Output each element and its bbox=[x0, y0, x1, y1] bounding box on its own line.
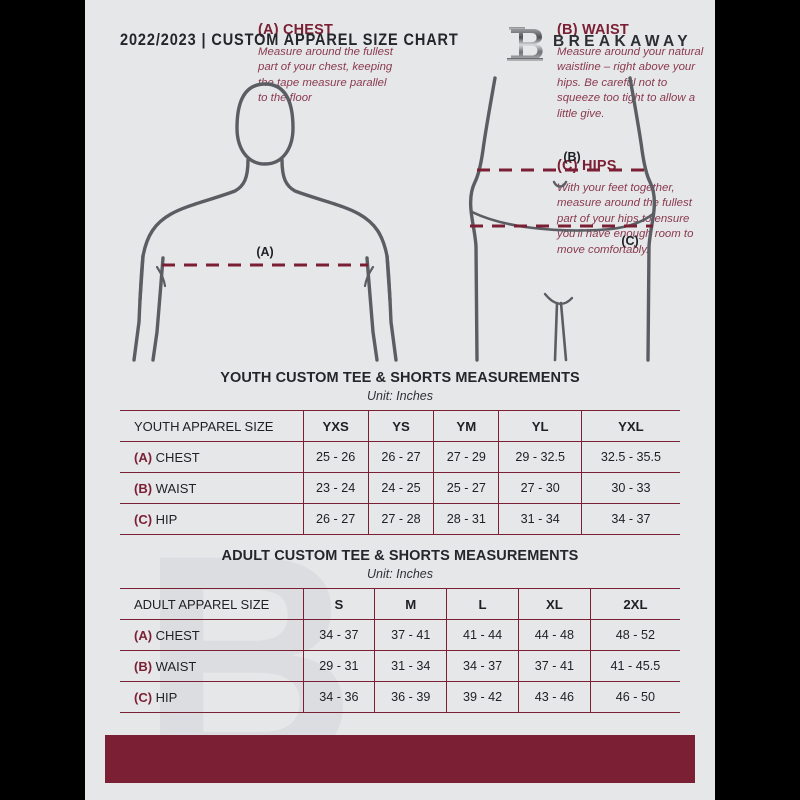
youth-section-unit: Unit: Inches bbox=[366, 389, 433, 403]
brand-name: BREAKAWAY bbox=[553, 33, 692, 50]
waist-marker-label: (B) bbox=[563, 150, 580, 164]
youth-chest-ym: 27 - 29 bbox=[433, 441, 500, 473]
callout-chest-body: Measure around the fullest part of your … bbox=[258, 46, 393, 105]
adult-waist-s: 29 - 31 bbox=[303, 650, 376, 682]
youth-chest-yxl: 32.5 - 35.5 bbox=[581, 441, 680, 473]
adult-size-col-0: S bbox=[303, 588, 376, 620]
adult-size-col-4: 2XL bbox=[590, 588, 680, 620]
chest-marker-label: (A) bbox=[256, 245, 273, 259]
youth-waist-ys: 24 - 25 bbox=[368, 472, 435, 504]
adult-section-unit: Unit: Inches bbox=[366, 567, 433, 581]
adult-size-col-2: L bbox=[446, 588, 519, 620]
adult-chest-s: 34 - 37 bbox=[303, 619, 376, 651]
table-row: (C) HIP 26 - 27 27 - 28 28 - 31 31 - 34 … bbox=[120, 503, 680, 535]
row-name: WAIST bbox=[155, 658, 197, 674]
adult-row-label-hip: (C) HIP bbox=[120, 681, 304, 713]
table-row: (B) WAIST 29 - 31 31 - 34 34 - 37 37 - 4… bbox=[120, 650, 680, 682]
adult-hip-xl: 43 - 46 bbox=[518, 681, 591, 713]
row-name: HIP bbox=[155, 511, 178, 527]
adult-chest-l: 41 - 44 bbox=[446, 619, 519, 651]
youth-hip-yxl: 34 - 37 bbox=[581, 503, 680, 535]
adult-chest-xl: 44 - 48 bbox=[518, 619, 591, 651]
adult-row-label-waist: (B) WAIST bbox=[120, 650, 304, 682]
row-tag: (A) bbox=[134, 627, 153, 643]
youth-chest-yl: 29 - 32.5 bbox=[498, 441, 582, 473]
page-title: 2022/2023 | CUSTOM APPAREL SIZE CHART bbox=[120, 31, 459, 49]
breakaway-b-logo-icon bbox=[507, 27, 543, 61]
youth-waist-ym: 25 - 27 bbox=[433, 472, 500, 504]
table-row: (A) CHEST 34 - 37 37 - 41 41 - 44 44 - 4… bbox=[120, 619, 680, 651]
adult-hip-2xl: 46 - 50 bbox=[590, 681, 680, 713]
adult-size-table: ADULT APPAREL SIZE S M L XL 2XL (A) CHES… bbox=[120, 588, 680, 713]
youth-row-label-hip: (C) HIP bbox=[120, 503, 304, 535]
youth-row-label-waist: (B) WAIST bbox=[120, 472, 304, 504]
youth-size-col-3: YL bbox=[498, 410, 582, 442]
youth-chest-ys: 26 - 27 bbox=[368, 441, 435, 473]
table-row: (C) HIP 34 - 36 36 - 39 39 - 42 43 - 46 … bbox=[120, 681, 680, 713]
hips-marker-label: (C) bbox=[621, 234, 638, 248]
adult-size-col-1: M bbox=[374, 588, 448, 620]
adult-hip-m: 36 - 39 bbox=[374, 681, 448, 713]
row-tag: (B) bbox=[134, 480, 153, 496]
youth-row-label-chest: (A) CHEST bbox=[120, 441, 304, 473]
youth-hip-yl: 31 - 34 bbox=[498, 503, 582, 535]
youth-hip-ym: 28 - 31 bbox=[433, 503, 500, 535]
callout-chest: (A) CHEST Measure around the fullest par… bbox=[258, 22, 398, 107]
youth-size-col-2: YM bbox=[433, 410, 500, 442]
youth-size-table: YOUTH APPAREL SIZE YXS YS YM YL YXL (A) … bbox=[120, 410, 680, 535]
youth-waist-yl: 27 - 30 bbox=[498, 472, 582, 504]
body-measurement-illustration: (A) (B) (C) bbox=[132, 76, 657, 362]
adult-waist-xl: 37 - 41 bbox=[518, 650, 591, 682]
youth-size-col-0: YXS bbox=[303, 410, 369, 442]
youth-chest-yxs: 25 - 26 bbox=[303, 441, 369, 473]
size-chart-page: B 2022/2023 | CUSTOM APPAREL SIZE CHART … bbox=[85, 0, 715, 800]
callout-chest-heading: (A) CHEST bbox=[258, 22, 334, 38]
adult-waist-m: 31 - 34 bbox=[374, 650, 448, 682]
page-header: 2022/2023 | CUSTOM APPAREL SIZE CHART BR… bbox=[85, 0, 715, 66]
row-name: CHEST bbox=[155, 449, 200, 465]
youth-waist-yxs: 23 - 24 bbox=[303, 472, 369, 504]
table-row: (A) CHEST 25 - 26 26 - 27 27 - 29 29 - 3… bbox=[120, 441, 680, 473]
youth-hip-ys: 27 - 28 bbox=[368, 503, 435, 535]
adult-chest-2xl: 48 - 52 bbox=[590, 619, 680, 651]
row-tag: (B) bbox=[134, 658, 153, 674]
row-name: CHEST bbox=[155, 627, 200, 643]
table-header-row: ADULT APPAREL SIZE S M L XL 2XL bbox=[120, 588, 680, 620]
adult-chest-m: 37 - 41 bbox=[374, 619, 448, 651]
adult-size-header: ADULT APPAREL SIZE bbox=[120, 588, 304, 620]
table-row: (B) WAIST 23 - 24 24 - 25 25 - 27 27 - 3… bbox=[120, 472, 680, 504]
youth-size-col-1: YS bbox=[368, 410, 435, 442]
adult-waist-l: 34 - 37 bbox=[446, 650, 519, 682]
youth-waist-yxl: 30 - 33 bbox=[581, 472, 680, 504]
table-header-row: YOUTH APPAREL SIZE YXS YS YM YL YXL bbox=[120, 410, 680, 442]
youth-size-col-4: YXL bbox=[581, 410, 680, 442]
callout-waist-heading: (B) WAIST bbox=[557, 22, 629, 38]
row-tag: (C) bbox=[134, 511, 153, 527]
row-tag: (A) bbox=[134, 449, 153, 465]
adult-waist-2xl: 41 - 45.5 bbox=[590, 650, 680, 682]
adult-hip-s: 34 - 36 bbox=[303, 681, 376, 713]
adult-row-label-chest: (A) CHEST bbox=[120, 619, 304, 651]
footer-bar bbox=[105, 735, 695, 783]
adult-section-title: ADULT CUSTOM TEE & SHORTS MEASUREMENTS bbox=[221, 548, 579, 564]
row-name: WAIST bbox=[155, 480, 197, 496]
youth-size-header: YOUTH APPAREL SIZE bbox=[120, 410, 304, 442]
youth-hip-yxs: 26 - 27 bbox=[303, 503, 369, 535]
row-name: HIP bbox=[155, 689, 178, 705]
youth-section-title: YOUTH CUSTOM TEE & SHORTS MEASUREMENTS bbox=[220, 370, 580, 386]
adult-size-col-3: XL bbox=[518, 588, 591, 620]
adult-hip-l: 39 - 42 bbox=[446, 681, 519, 713]
callout-waist: (B) WAIST Measure around your natural wa… bbox=[557, 22, 707, 122]
callout-waist-body: Measure around your natural waistline – … bbox=[557, 46, 704, 120]
row-tag: (C) bbox=[134, 689, 153, 705]
